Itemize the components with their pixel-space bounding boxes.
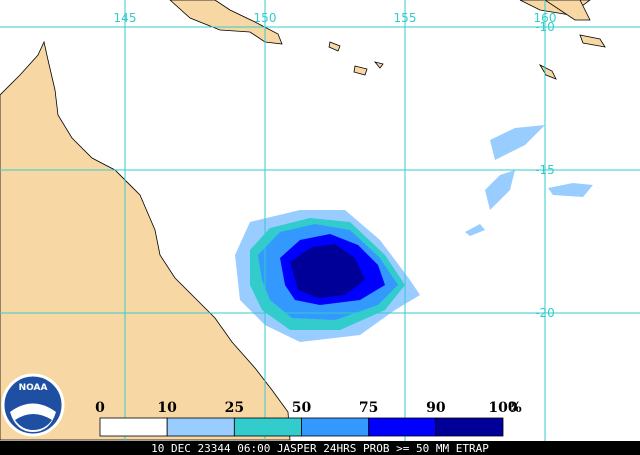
island <box>544 0 591 21</box>
footer-bar <box>0 441 640 455</box>
legend-swatch <box>233 417 302 437</box>
legend-tick-label: 50 <box>292 400 312 416</box>
legend-tick-label: 100 <box>488 400 517 416</box>
legend-swatch <box>166 417 235 437</box>
legend-tick-label: 90 <box>426 400 446 416</box>
lat-label: -20 <box>535 306 555 320</box>
lon-label: 160 <box>534 11 557 25</box>
legend-swatch <box>435 417 504 437</box>
legend-tick-label: 25 <box>225 400 244 416</box>
legend-tick-label: 0 <box>95 400 105 416</box>
probability-field <box>235 125 593 342</box>
lon-label: 155 <box>394 11 417 25</box>
legend-swatch <box>99 417 168 437</box>
noaa-logo: NOAA <box>1 373 65 437</box>
island <box>373 61 384 69</box>
legend-unit: % <box>508 400 521 416</box>
lat-label: -15 <box>535 163 555 177</box>
new-guinea <box>169 0 283 45</box>
lon-label: 150 <box>254 11 277 25</box>
legend-swatch <box>368 417 437 437</box>
legend-tick-label: 75 <box>359 400 378 416</box>
lon-label: 145 <box>114 11 137 25</box>
lat-label: -10 <box>535 20 555 34</box>
footer-text: 10 DEC 23344 06:00 JASPER 24HRS PROB >= … <box>151 442 489 455</box>
australia <box>0 40 291 441</box>
island <box>538 64 557 80</box>
island <box>579 34 606 48</box>
island <box>328 41 341 52</box>
island <box>353 65 368 76</box>
logo-text: NOAA <box>19 383 48 393</box>
legend-swatch <box>301 417 370 437</box>
legend-tick-label: 10 <box>157 400 177 416</box>
